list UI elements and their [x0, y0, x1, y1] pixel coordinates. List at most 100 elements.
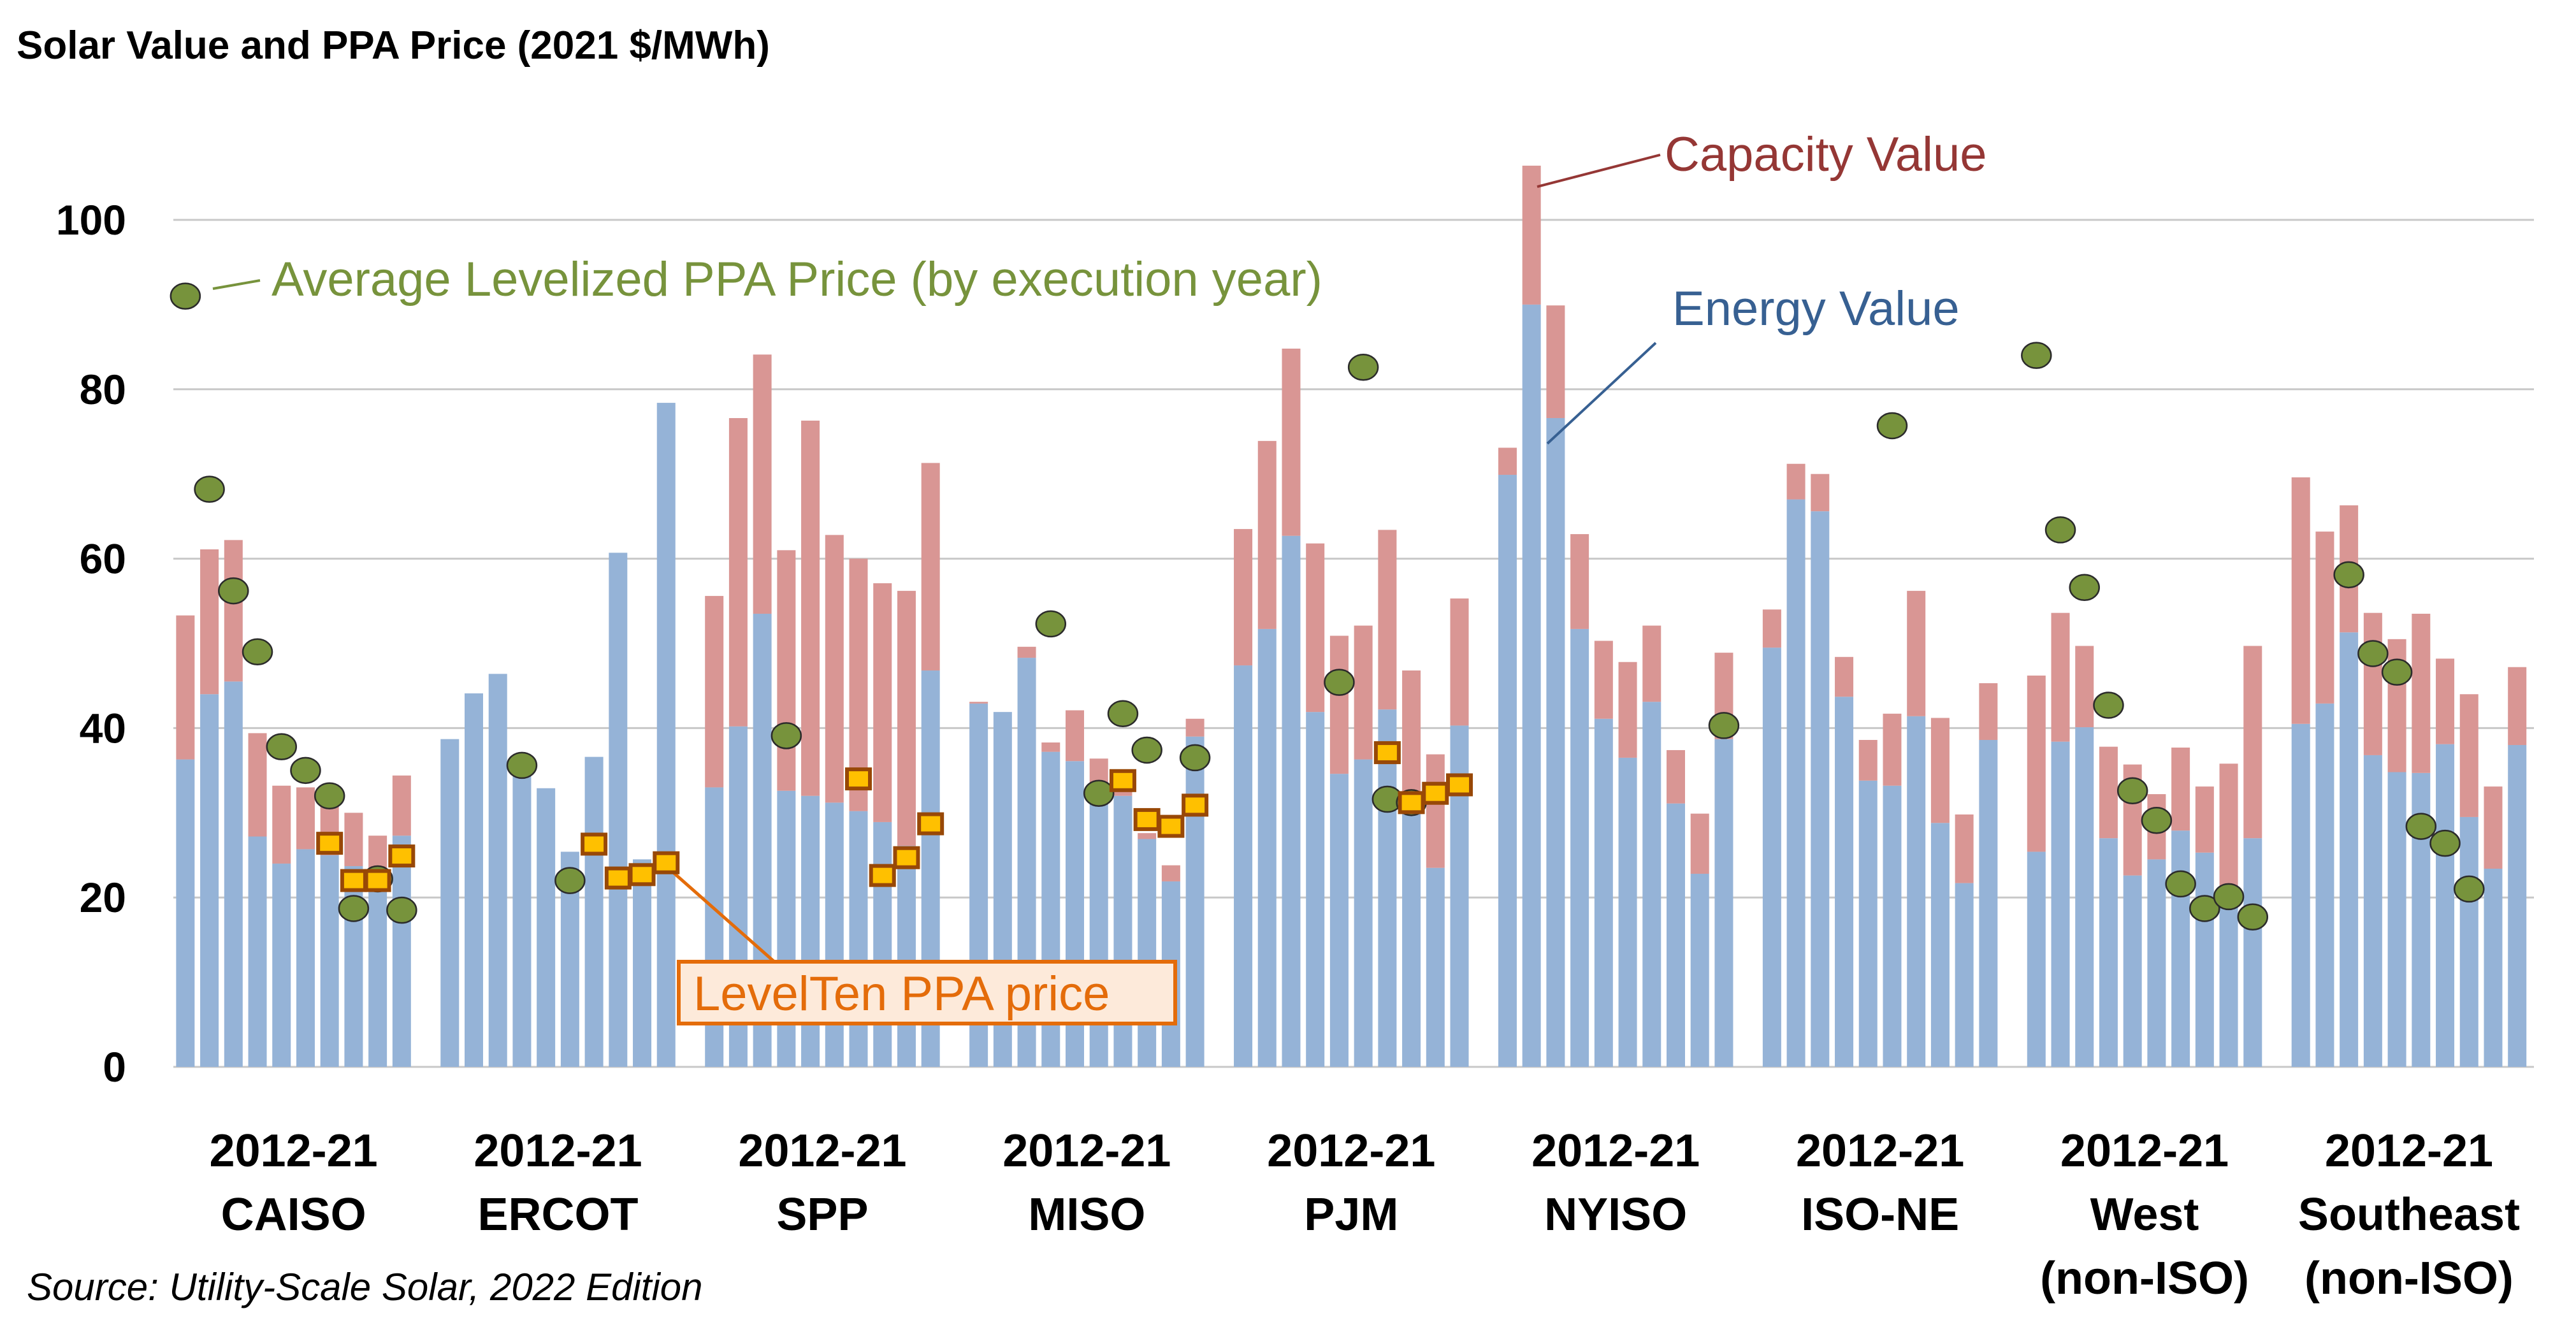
- category-label: 2012-21: [738, 1126, 906, 1177]
- levelten-price-point: [604, 866, 632, 890]
- energy-value-bar: [2459, 816, 2478, 1067]
- capacity-value-bar: [753, 354, 772, 614]
- capacity-value-label: Capacity Value: [1665, 127, 1987, 182]
- category-label: NYISO: [1544, 1189, 1687, 1240]
- category-label: Southeast: [2298, 1189, 2520, 1240]
- levelten-price-point: [869, 864, 896, 887]
- energy-value-bar: [224, 681, 243, 1067]
- ppa-leader-line: [212, 279, 261, 290]
- energy-value-bar: [488, 674, 507, 1067]
- category-label: (non-ISO): [2040, 1253, 2249, 1304]
- capacity-value-bar: [2459, 694, 2478, 817]
- source-note: Source: Utility-Scale Solar, 2022 Editio…: [27, 1266, 703, 1308]
- energy-value-bar: [1282, 535, 1301, 1067]
- levelten-price-point: [1109, 769, 1136, 792]
- energy-value-bar: [1835, 697, 1854, 1067]
- energy-value-bar: [2484, 869, 2503, 1067]
- ppa-price-point: [2333, 561, 2364, 589]
- energy-value-bar: [1811, 511, 1830, 1067]
- capacity-value-bar: [1450, 598, 1469, 726]
- capacity-value-bar: [272, 785, 291, 864]
- capacity-value-bar: [2027, 676, 2046, 852]
- levelten-price-point: [340, 869, 367, 892]
- energy-value-bar: [609, 553, 628, 1067]
- capacity-value-bar: [1402, 670, 1421, 804]
- capacity-value-bar: [1907, 591, 1926, 716]
- capacity-value-bar: [1041, 742, 1060, 752]
- capacity-value-bar: [1690, 813, 1709, 874]
- ppa-price-point: [2069, 574, 2100, 602]
- markers: [170, 282, 2485, 931]
- capacity-value-bar: [1161, 865, 1180, 881]
- capacity-value-bar: [176, 615, 195, 760]
- capacity-value-bar: [2291, 477, 2310, 724]
- capacity-value-bar: [2051, 612, 2070, 742]
- energy-value-bar: [656, 403, 676, 1068]
- ppa-price-point: [1179, 744, 1211, 772]
- ppa-price-point: [2021, 342, 2052, 369]
- energy-value-bar: [2147, 859, 2166, 1067]
- y-axis-ticks: 0 20 40 60 80 100: [56, 196, 126, 1090]
- energy-value-bar: [2099, 838, 2118, 1067]
- capacity-value-bar: [2075, 646, 2094, 728]
- levelten-price-point: [1373, 741, 1401, 764]
- capacity-value-bar: [296, 787, 315, 850]
- energy-value-bar: [633, 859, 652, 1067]
- y-tick-label: 20: [80, 874, 126, 921]
- category-label: SPP: [776, 1189, 868, 1240]
- capacity-leader-line: [1537, 154, 1661, 188]
- levelten-price-point: [1446, 773, 1473, 797]
- capacity-value-bar: [1930, 718, 1950, 823]
- levelten-price-point: [1133, 807, 1161, 831]
- capacity-value-bar: [1089, 758, 1108, 783]
- energy-value-bar: [1642, 702, 1661, 1067]
- energy-value-bar: [537, 788, 556, 1067]
- levelten-price-point: [581, 832, 608, 856]
- energy-value-bar: [2171, 830, 2190, 1067]
- ppa-price-point: [1131, 736, 1162, 764]
- category-label: 2012-21: [2060, 1126, 2229, 1177]
- capacity-value-bar: [2243, 646, 2262, 839]
- energy-value-bar: [2123, 875, 2142, 1067]
- energy-value-bar: [1257, 628, 1277, 1067]
- energy-value-bar: [1378, 709, 1397, 1067]
- energy-value-bar: [512, 776, 532, 1067]
- capacity-value-bar: [1642, 625, 1661, 702]
- energy-value-bar: [272, 864, 291, 1067]
- category-label: ISO-NE: [1801, 1189, 1959, 1240]
- energy-value-bar: [296, 849, 315, 1067]
- ppa-price-point: [2141, 807, 2173, 834]
- capacity-value-bar: [248, 733, 267, 837]
- capacity-value-bar: [1185, 718, 1205, 737]
- ppa-price-point: [194, 475, 225, 503]
- capacity-value-bar: [1138, 833, 1157, 839]
- capacity-value-bar: [2484, 786, 2503, 869]
- category-label: 2012-21: [209, 1126, 377, 1177]
- capacity-value-bar: [873, 583, 892, 822]
- energy-value-bar: [1883, 785, 1902, 1067]
- energy-value-bar: [2387, 772, 2406, 1067]
- category-label: ERCOT: [478, 1189, 639, 1240]
- levelten-price-point: [1422, 781, 1449, 805]
- levelten-leader-line: [664, 864, 776, 963]
- energy-value-bar: [200, 694, 219, 1067]
- ppa-price-point: [1324, 669, 1355, 696]
- category-label: MISO: [1028, 1189, 1145, 1240]
- capacity-value-bar: [1594, 641, 1613, 719]
- energy-value-bar: [1138, 839, 1157, 1067]
- energy-value-bar: [1234, 665, 1253, 1067]
- energy-value-bar: [1979, 740, 1998, 1067]
- energy-value-bar: [849, 811, 868, 1067]
- capacity-value-bar: [1234, 529, 1253, 666]
- capacity-value-bar: [1667, 749, 1685, 804]
- energy-value-bar: [584, 757, 604, 1067]
- capacity-value-bar: [1786, 463, 1805, 500]
- y-tick-label: 0: [103, 1043, 126, 1090]
- capacity-value-bar: [1017, 646, 1036, 658]
- energy-value-bar: [2027, 851, 2046, 1067]
- capacity-value-bar: [728, 417, 748, 727]
- category-label: 2012-21: [1267, 1126, 1435, 1177]
- capacity-value-bar: [801, 420, 820, 796]
- energy-value-bar: [777, 790, 796, 1067]
- category-label: (non-ISO): [2305, 1253, 2514, 1304]
